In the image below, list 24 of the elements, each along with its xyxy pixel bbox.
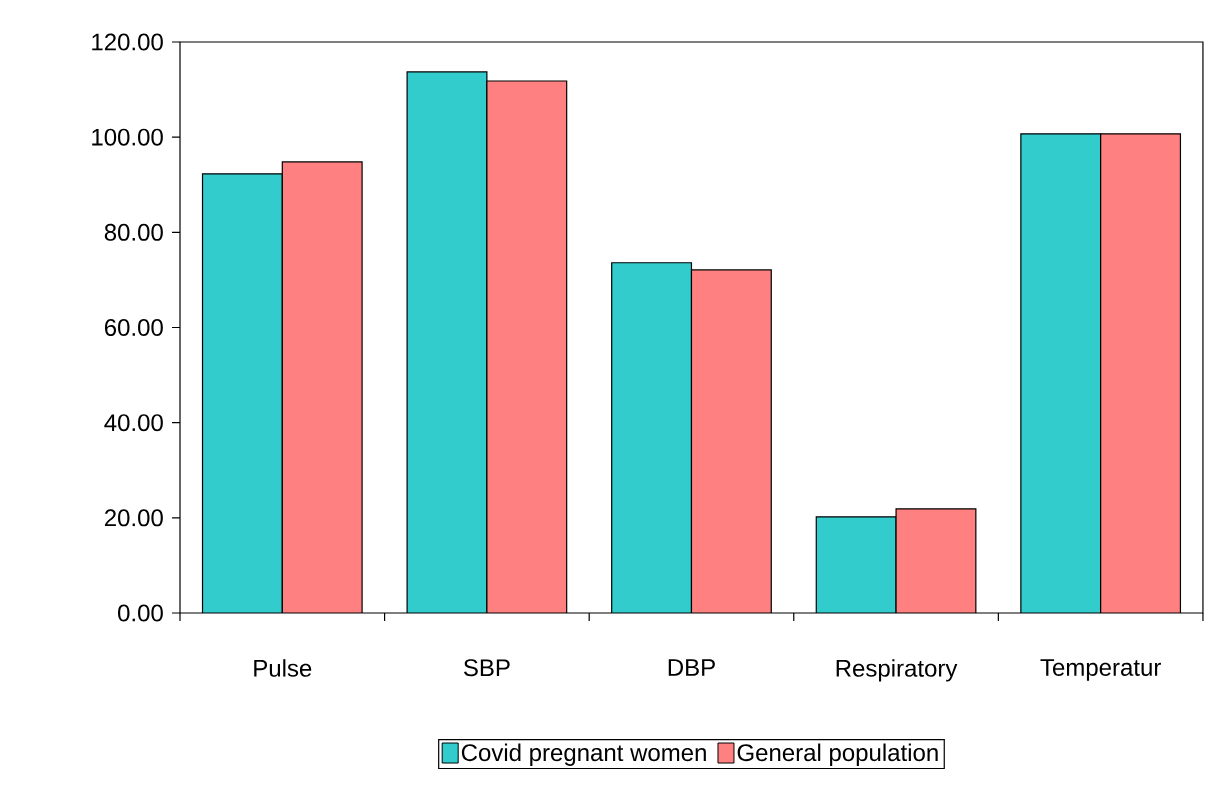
bar bbox=[1020, 133, 1102, 613]
bar bbox=[896, 508, 976, 613]
y-tick-label: 60.00 bbox=[104, 318, 163, 336]
x-tick-label: Respiratory bbox=[836, 659, 958, 682]
bar bbox=[407, 71, 487, 613]
y-tick-label: 80.00 bbox=[104, 223, 163, 241]
y-tick-label: 100.00 bbox=[92, 128, 163, 146]
bar bbox=[1100, 133, 1182, 613]
y-tick-label: 0.00 bbox=[118, 604, 163, 622]
bar bbox=[202, 173, 283, 613]
bar bbox=[282, 161, 363, 613]
bar bbox=[486, 81, 567, 613]
x-tick-label: Pulse bbox=[254, 659, 312, 677]
x-tick-label: DBP bbox=[668, 659, 715, 676]
legend-label: General population bbox=[737, 743, 938, 766]
bar bbox=[611, 262, 692, 613]
bar bbox=[691, 269, 772, 613]
x-tick-label: Temperatur bbox=[1040, 659, 1161, 681]
bar bbox=[816, 516, 897, 613]
y-tick-label: 40.00 bbox=[104, 414, 163, 432]
legend-label: Covid pregnant women bbox=[461, 743, 706, 766]
x-tick-label: SBP bbox=[463, 659, 510, 677]
y-tick-label: 120.00 bbox=[92, 33, 163, 51]
y-tick-label: 20.00 bbox=[104, 509, 163, 527]
